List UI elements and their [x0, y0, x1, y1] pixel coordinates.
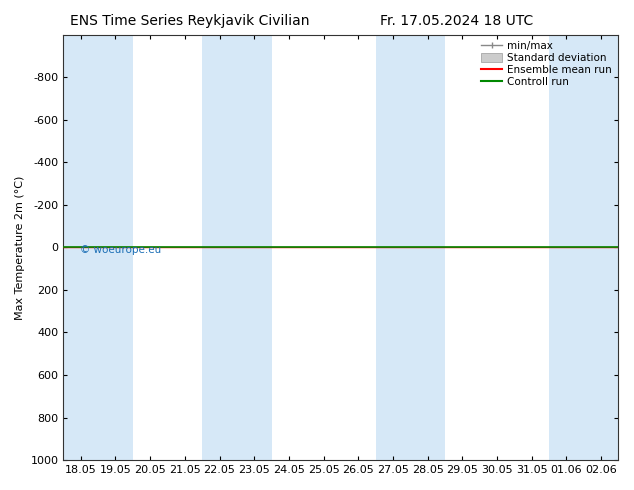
Bar	[549, 35, 619, 460]
Text: ENS Time Series Reykjavik Civilian: ENS Time Series Reykjavik Civilian	[70, 14, 310, 28]
Bar	[375, 35, 445, 460]
Bar	[202, 35, 271, 460]
Y-axis label: Max Temperature 2m (°C): Max Temperature 2m (°C)	[15, 175, 25, 319]
Bar	[63, 35, 133, 460]
Text: Fr. 17.05.2024 18 UTC: Fr. 17.05.2024 18 UTC	[380, 14, 533, 28]
Legend: min/max, Standard deviation, Ensemble mean run, Controll run: min/max, Standard deviation, Ensemble me…	[478, 38, 616, 90]
Text: © woeurope.eu: © woeurope.eu	[80, 245, 161, 255]
